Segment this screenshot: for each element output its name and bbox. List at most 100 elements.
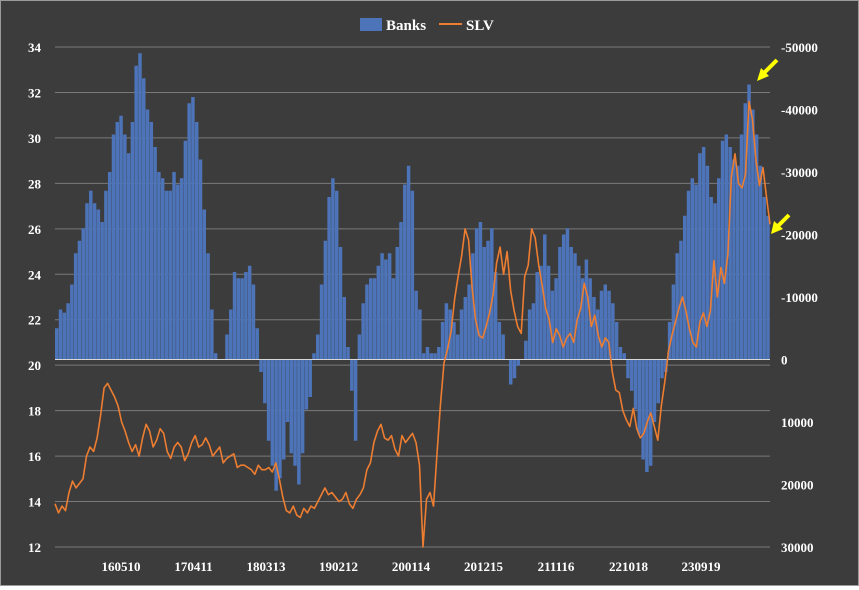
left-tick-label: 22	[28, 313, 41, 328]
banks-bar	[720, 140, 725, 360]
banks-bar	[194, 122, 199, 360]
banks-bar	[66, 303, 70, 360]
banks-bar	[743, 103, 747, 360]
banks-bar	[210, 309, 214, 360]
right-tick-label: 30000	[781, 540, 814, 555]
x-tick-label: 180313	[247, 559, 287, 574]
banks-bar	[493, 272, 498, 360]
banks-bar	[698, 153, 702, 360]
right-tick-label: -40000	[781, 103, 818, 118]
banks-bar	[73, 253, 78, 360]
banks-bar	[342, 297, 346, 360]
x-tick-label: 201215	[464, 559, 504, 574]
banks-bar	[440, 322, 445, 360]
banks-bar	[70, 284, 74, 360]
banks-bar	[611, 303, 615, 360]
x-tick-label: 211116	[538, 559, 575, 574]
banks-bar	[312, 353, 316, 360]
banks-bar	[353, 359, 358, 441]
banks-bar	[331, 178, 335, 360]
banks-bar	[584, 259, 589, 360]
banks-bar	[592, 297, 596, 360]
left-tick-label: 26	[28, 222, 42, 237]
banks-bar	[304, 359, 309, 410]
banks-bar	[682, 215, 687, 360]
banks-bar	[240, 278, 244, 360]
banks-bar	[633, 359, 638, 410]
banks-bar	[660, 359, 664, 379]
banks-bar	[686, 190, 691, 360]
banks-bar	[334, 190, 339, 360]
legend-slv-label: SLV	[466, 18, 494, 34]
banks-bar	[471, 253, 475, 360]
right-tick-label: -20000	[781, 228, 818, 243]
legend: Banks SLV	[360, 18, 494, 34]
banks-bar	[96, 209, 101, 360]
banks-bar	[482, 247, 486, 360]
banks-bar	[630, 359, 634, 391]
banks-bar	[406, 165, 411, 360]
banks-bar	[300, 359, 305, 454]
banks-bar	[134, 65, 138, 360]
banks-bar	[236, 278, 241, 360]
left-tick-label: 12	[28, 540, 41, 555]
banks-bar	[77, 240, 82, 360]
banks-bar	[179, 178, 184, 360]
banks-bar	[149, 122, 154, 360]
banks-bar	[425, 347, 430, 360]
banks-bar	[486, 240, 490, 360]
banks-bar	[637, 359, 642, 435]
banks-bar	[278, 359, 282, 479]
banks-bar	[527, 309, 532, 360]
banks-bar	[263, 359, 267, 404]
banks-bar	[539, 265, 543, 360]
banks-bar	[81, 228, 85, 360]
right-tick-label: -10000	[781, 290, 818, 305]
banks-bar	[751, 109, 755, 360]
banks-bar	[766, 215, 770, 360]
banks-bar	[701, 147, 706, 360]
banks-bar	[603, 284, 608, 360]
banks-bar	[119, 115, 123, 360]
banks-bar	[281, 359, 286, 460]
banks-bar	[308, 359, 312, 397]
banks-bar	[739, 134, 744, 360]
banks-bar	[414, 290, 418, 360]
banks-bar	[123, 134, 127, 360]
banks-bar	[172, 172, 176, 360]
right-axis-ticks: -50000 -40000 -30000 -20000 -10000 0 10000 2000…	[781, 40, 818, 555]
banks-bar	[732, 159, 736, 360]
banks-bar	[126, 153, 131, 360]
banks-bar	[372, 278, 377, 360]
banks-bar	[607, 290, 611, 360]
banks-bar	[104, 190, 108, 360]
banks-bar	[168, 190, 172, 360]
banks-bar	[255, 328, 259, 360]
banks-bar	[142, 78, 146, 360]
banks-bar	[618, 347, 623, 360]
banks-bar	[198, 159, 203, 360]
left-tick-label: 18	[28, 404, 42, 419]
banks-bar	[565, 228, 570, 360]
banks-bar	[656, 359, 660, 404]
banks-bar	[463, 297, 468, 360]
banks-bar	[437, 347, 441, 360]
banks-bar	[387, 253, 392, 360]
x-tick-label: 170411	[174, 559, 212, 574]
banks-bar	[138, 53, 142, 360]
banks-bar	[285, 359, 290, 422]
banks-bar	[365, 284, 369, 360]
banks-bar	[153, 147, 157, 360]
banks-bar	[573, 253, 577, 360]
banks-bar	[561, 234, 566, 360]
slv-series-line	[54, 100, 771, 548]
banks-bar	[115, 122, 120, 360]
banks-bar	[232, 272, 237, 360]
x-tick-label: 200114	[392, 559, 431, 574]
banks-bar	[338, 247, 343, 360]
banks-bar	[569, 247, 573, 360]
banks-bar	[717, 178, 721, 360]
banks-bar	[614, 322, 619, 360]
